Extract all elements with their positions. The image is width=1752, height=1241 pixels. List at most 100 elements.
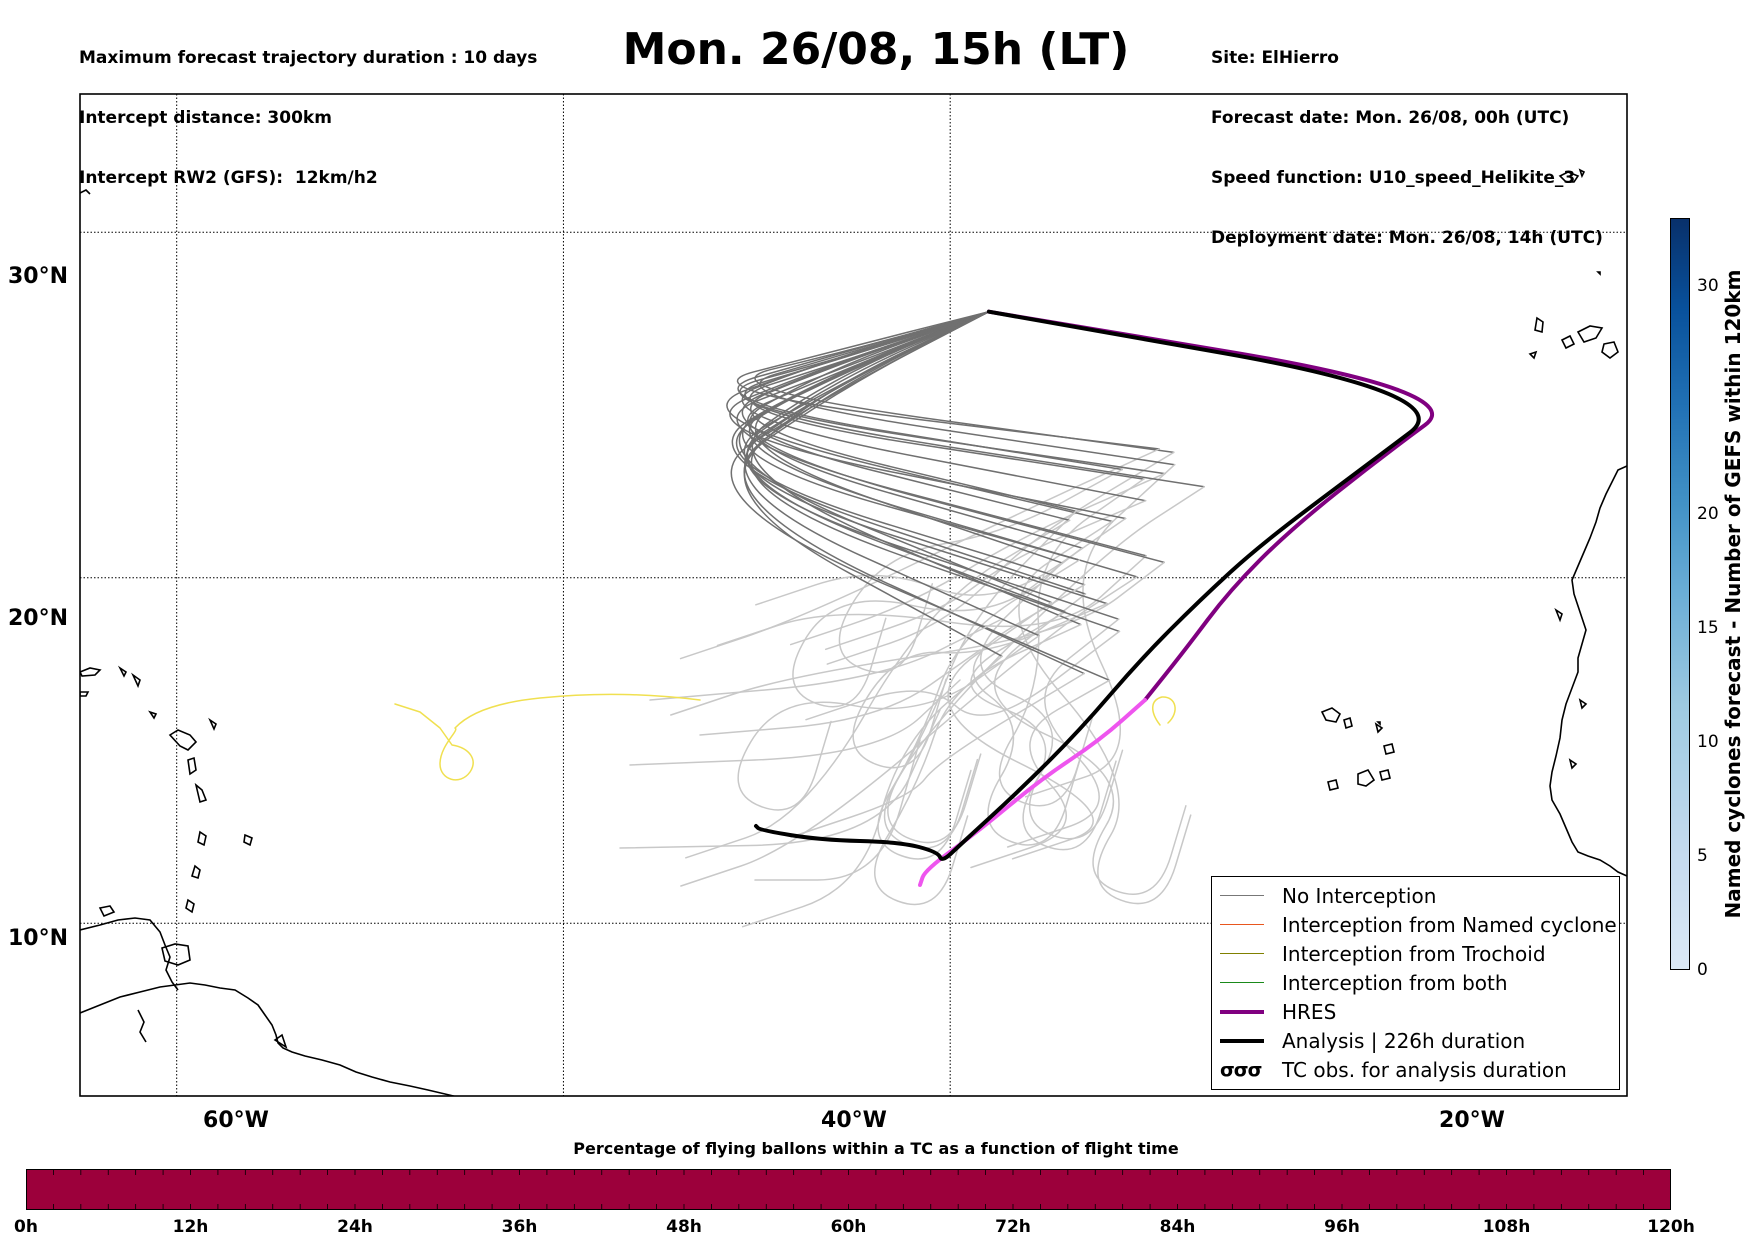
- bottom-bar-tick-label: 60h: [830, 1217, 867, 1237]
- y-label-20n: 20°N: [8, 606, 69, 631]
- coastline-africa: [1549, 465, 1627, 877]
- x-label-40w: 40°W: [821, 1108, 887, 1133]
- bottom-bar-tick-label: 12h: [172, 1217, 209, 1237]
- analysis-track: [754, 309, 1421, 861]
- legend-label: Interception from Named cyclone: [1282, 912, 1617, 937]
- coastline-capeverde-7: [1357, 769, 1376, 787]
- trajectory-late: [789, 472, 1166, 646]
- coastline-canary-2: [1560, 334, 1576, 350]
- coastline-coast-bump: [273, 1033, 288, 1049]
- legend-swatch: [1220, 953, 1264, 954]
- trajectory-late: [998, 478, 1145, 807]
- cyclone-colorbar: [1670, 218, 1690, 970]
- trajectory-late: [1006, 618, 1120, 848]
- bottom-bar-tick-label: 36h: [501, 1217, 538, 1237]
- x-label-20w: 20°W: [1439, 1108, 1505, 1133]
- coastline-antilles-5: [187, 756, 197, 776]
- coastline-trinidad: [161, 943, 191, 966]
- legend-label: HRES: [1282, 999, 1337, 1024]
- trajectory-late: [994, 593, 1187, 895]
- coastline-antilles-9: [185, 898, 195, 914]
- bottom-bar-title: Percentage of flying ballons within a TC…: [573, 1139, 1179, 1158]
- legend-item-both: Interception from both: [1220, 968, 1508, 997]
- trajectory-late: [680, 576, 1138, 887]
- trajectory-late: [737, 634, 1040, 811]
- coastline-antilles-4: [168, 729, 198, 751]
- legend-label: No Interception: [1282, 883, 1437, 908]
- map-legend: No Interception Interception from Named …: [1211, 876, 1620, 1090]
- header-intercept-rw2: Intercept RW2 (GFS): 12km/h2: [79, 168, 378, 188]
- coastline-canary-3: [1576, 325, 1604, 343]
- coastline-antilles-13: [208, 717, 217, 732]
- coastline-venezuela-north: [80, 917, 179, 991]
- coastline-africa-detail-2: [1578, 698, 1588, 710]
- bottom-bar-tick-label: 96h: [1324, 1217, 1360, 1237]
- legend-item-named-cyclone: Interception from Named cyclone: [1220, 910, 1617, 939]
- coastline-south-america: [80, 982, 457, 1096]
- coastlines: [80, 168, 1627, 1096]
- map-frame: [79, 93, 1628, 1097]
- trajectory-late: [979, 562, 1124, 840]
- header-forecast-date: Forecast date: Mon. 26/08, 00h (UTC): [1211, 108, 1570, 128]
- coastline-guiana-detail: [137, 1009, 147, 1043]
- bottom-bar-tick-label: 48h: [666, 1217, 702, 1237]
- legend-label: TC obs. for analysis duration: [1282, 1057, 1567, 1082]
- coastline-canary-5: [1528, 350, 1538, 360]
- trajectory-late: [970, 679, 1111, 869]
- coastline-canary-4: [1601, 341, 1619, 359]
- bottom-bar-tick-label: 120h: [1647, 1217, 1695, 1237]
- tc-observed-track: [394, 693, 701, 781]
- legend-swatch: [1220, 982, 1264, 983]
- legend-swatch: [1220, 1038, 1264, 1043]
- trajectory-late: [874, 623, 1082, 906]
- trajectory-late: [716, 555, 1147, 647]
- header-intercept-distance: Intercept distance: 300km: [79, 108, 332, 128]
- trajectory-long: [754, 739, 921, 881]
- page-title: Mon. 26/08, 15h (LT): [622, 24, 1130, 75]
- trajectory-early: [729, 310, 1127, 520]
- coastline-cuba-edge: [80, 189, 91, 195]
- bottom-bar-tick-label: 84h: [1159, 1217, 1196, 1237]
- coastline-capeverde-8: [1379, 769, 1391, 781]
- y-label-30n: 30°N: [8, 264, 69, 289]
- header-duration: Maximum forecast trajectory duration : 1…: [79, 48, 538, 68]
- coastline-antilles-3: [131, 672, 141, 689]
- coastline-capeverde-4: [1376, 721, 1381, 726]
- header-speed-function: Speed function: U10_speed_Helikite_3: [1211, 168, 1576, 188]
- coastline-antilles-10: [243, 833, 253, 847]
- coastline-islet: [1596, 271, 1601, 276]
- trajectory-long: [629, 679, 961, 766]
- trajectory-layer: [619, 310, 1205, 928]
- coastline-africa-detail-3: [1568, 758, 1578, 770]
- trajectory-late: [1018, 520, 1192, 905]
- coastline-antilles-7: [197, 830, 207, 847]
- colorbar-label: Named cyclones forecast - Number of GEFS…: [1721, 269, 1745, 919]
- header-site: Site: ElHierro: [1211, 48, 1339, 68]
- coastline-antilles-12: [117, 665, 128, 678]
- bottom-bar-tick-label: 24h: [337, 1217, 373, 1237]
- colorbar-tick-label: 20: [1697, 504, 1719, 525]
- tc-obs-symbol-icon: σσσ: [1220, 1058, 1262, 1081]
- colorbar-tick-label: 5: [1697, 846, 1708, 867]
- legend-label: Interception from Trochoid: [1282, 941, 1546, 966]
- trajectory-late: [838, 468, 1123, 673]
- legend-label: Interception from both: [1282, 970, 1508, 995]
- trajectory-late: [679, 448, 1161, 660]
- trajectory-long: [699, 649, 981, 736]
- legend-item-tc-obs: σσσ TC obs. for analysis duration: [1220, 1055, 1567, 1084]
- coastline-antilles-8: [191, 864, 201, 880]
- colorbar-tick-label: 0: [1697, 960, 1708, 980]
- bottom-bar-tick-label: 108h: [1482, 1217, 1531, 1237]
- coastline-capeverde-3: [1374, 722, 1384, 734]
- legend-item-analysis: Analysis | 226h duration: [1220, 1026, 1525, 1055]
- legend-swatch: [1220, 924, 1264, 925]
- hres-track-late: [918, 698, 1147, 887]
- coastline-madeira-2: [1578, 168, 1586, 179]
- tc-observed-loop: [1152, 696, 1176, 726]
- trajectory-early: [743, 310, 1085, 675]
- y-label-10n: 10°N: [8, 926, 69, 951]
- trajectory-early: [726, 310, 1113, 523]
- highlight-tracks: [394, 309, 1434, 887]
- coastline-antilles-11: [148, 710, 158, 720]
